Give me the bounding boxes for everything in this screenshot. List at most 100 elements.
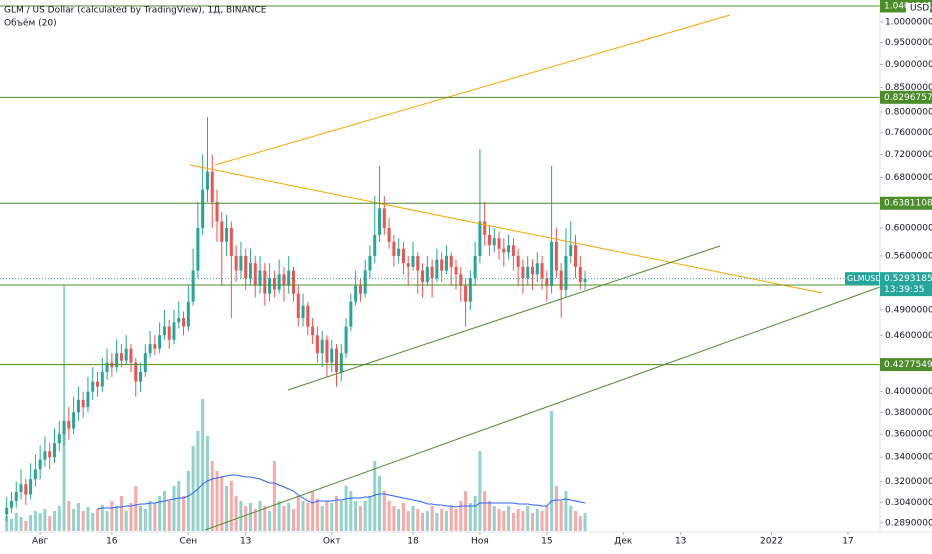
volume-bar <box>134 486 138 531</box>
symbol-box <box>845 272 879 286</box>
candle-body <box>119 353 123 361</box>
candle-body <box>349 301 353 327</box>
candle-body <box>167 326 171 340</box>
volume-bar <box>363 501 367 531</box>
candle-body <box>38 459 42 470</box>
volume-bar <box>459 501 463 531</box>
candle-body <box>282 274 286 286</box>
candle-body <box>564 255 568 290</box>
volume-bar <box>201 399 205 531</box>
candle-body <box>182 318 186 327</box>
candle-body <box>229 228 233 256</box>
volume-bar <box>483 491 487 531</box>
trend-line <box>189 164 823 294</box>
candle-body <box>574 245 578 267</box>
x-tick-label: 17 <box>842 537 853 547</box>
volume-bar <box>335 496 339 531</box>
volume-bar <box>86 507 90 531</box>
level-label: 0.42775490 <box>884 360 932 370</box>
candle-body <box>583 278 587 282</box>
candle-body <box>115 353 119 368</box>
volume-bar <box>406 511 410 531</box>
volume-bar <box>91 513 95 531</box>
volume-bar <box>559 501 563 531</box>
candle-body <box>382 208 386 229</box>
candle-body <box>19 484 23 492</box>
candle-body <box>487 234 491 246</box>
volume-title: Объём (20) <box>4 19 57 29</box>
candle-body <box>100 371 104 387</box>
candle-body <box>272 278 276 290</box>
candle-body <box>33 469 37 480</box>
candle-body <box>511 245 515 256</box>
volume-bar <box>435 513 439 531</box>
last-price-box <box>880 272 932 297</box>
volume-bar <box>234 496 238 531</box>
volume-bar <box>444 511 448 531</box>
volume-bar <box>497 509 501 531</box>
volume-bar <box>24 521 28 531</box>
candle-body <box>5 507 9 515</box>
volume-bar <box>554 486 558 531</box>
y-tick-label: 0.28900000 <box>885 518 932 528</box>
last-price-label: 0.52931853 <box>884 274 932 284</box>
candle-body <box>134 362 138 382</box>
candle-body <box>516 255 520 267</box>
volume-bar <box>392 506 396 531</box>
candle-body <box>569 245 573 256</box>
candle-body <box>148 344 152 354</box>
volume-bar <box>139 506 143 531</box>
volume-bar <box>540 511 544 531</box>
trend-line <box>214 14 731 166</box>
volume-bar <box>569 506 573 531</box>
candle-body <box>220 221 224 242</box>
candle-body <box>186 301 190 327</box>
candle-body <box>540 263 544 279</box>
volume-bar <box>248 503 252 531</box>
trend-line <box>287 245 721 391</box>
candle-body <box>105 362 109 372</box>
volume-bar <box>33 511 37 531</box>
volume-bar <box>315 499 319 531</box>
volume-bar <box>564 491 568 531</box>
x-tick-label: 13 <box>240 537 251 547</box>
candle-body <box>263 270 267 294</box>
volume-bar <box>473 496 477 531</box>
volume-bar <box>468 503 472 531</box>
candle-body <box>406 263 410 267</box>
candle-body <box>468 278 472 302</box>
volume-bar <box>368 496 372 531</box>
candle-body <box>363 270 367 294</box>
candle-body <box>344 326 348 354</box>
volume-bar <box>487 501 491 531</box>
volume-bar <box>14 513 18 531</box>
volume-bar <box>530 513 534 531</box>
volume-bar <box>349 491 353 531</box>
volume-bar <box>464 491 468 531</box>
candle-body <box>306 305 310 327</box>
candle-body <box>421 270 425 282</box>
volume-bar <box>325 501 329 531</box>
volume-bar <box>277 501 281 531</box>
volume-bar <box>358 506 362 531</box>
volume-bar <box>72 509 76 531</box>
volume-bar <box>416 509 420 531</box>
candle-body <box>459 274 463 286</box>
candle-body <box>368 255 372 271</box>
volume-bar <box>502 511 506 531</box>
candle-body <box>497 238 501 249</box>
volume-bar <box>105 511 109 531</box>
candle-body <box>48 451 52 458</box>
volume-bar <box>578 516 582 531</box>
volume-bar <box>507 506 511 531</box>
level-layer <box>0 5 880 366</box>
candle-body <box>96 381 100 387</box>
volume-bar <box>287 503 291 531</box>
volume-bar <box>48 516 52 531</box>
volume-bar <box>196 431 200 531</box>
